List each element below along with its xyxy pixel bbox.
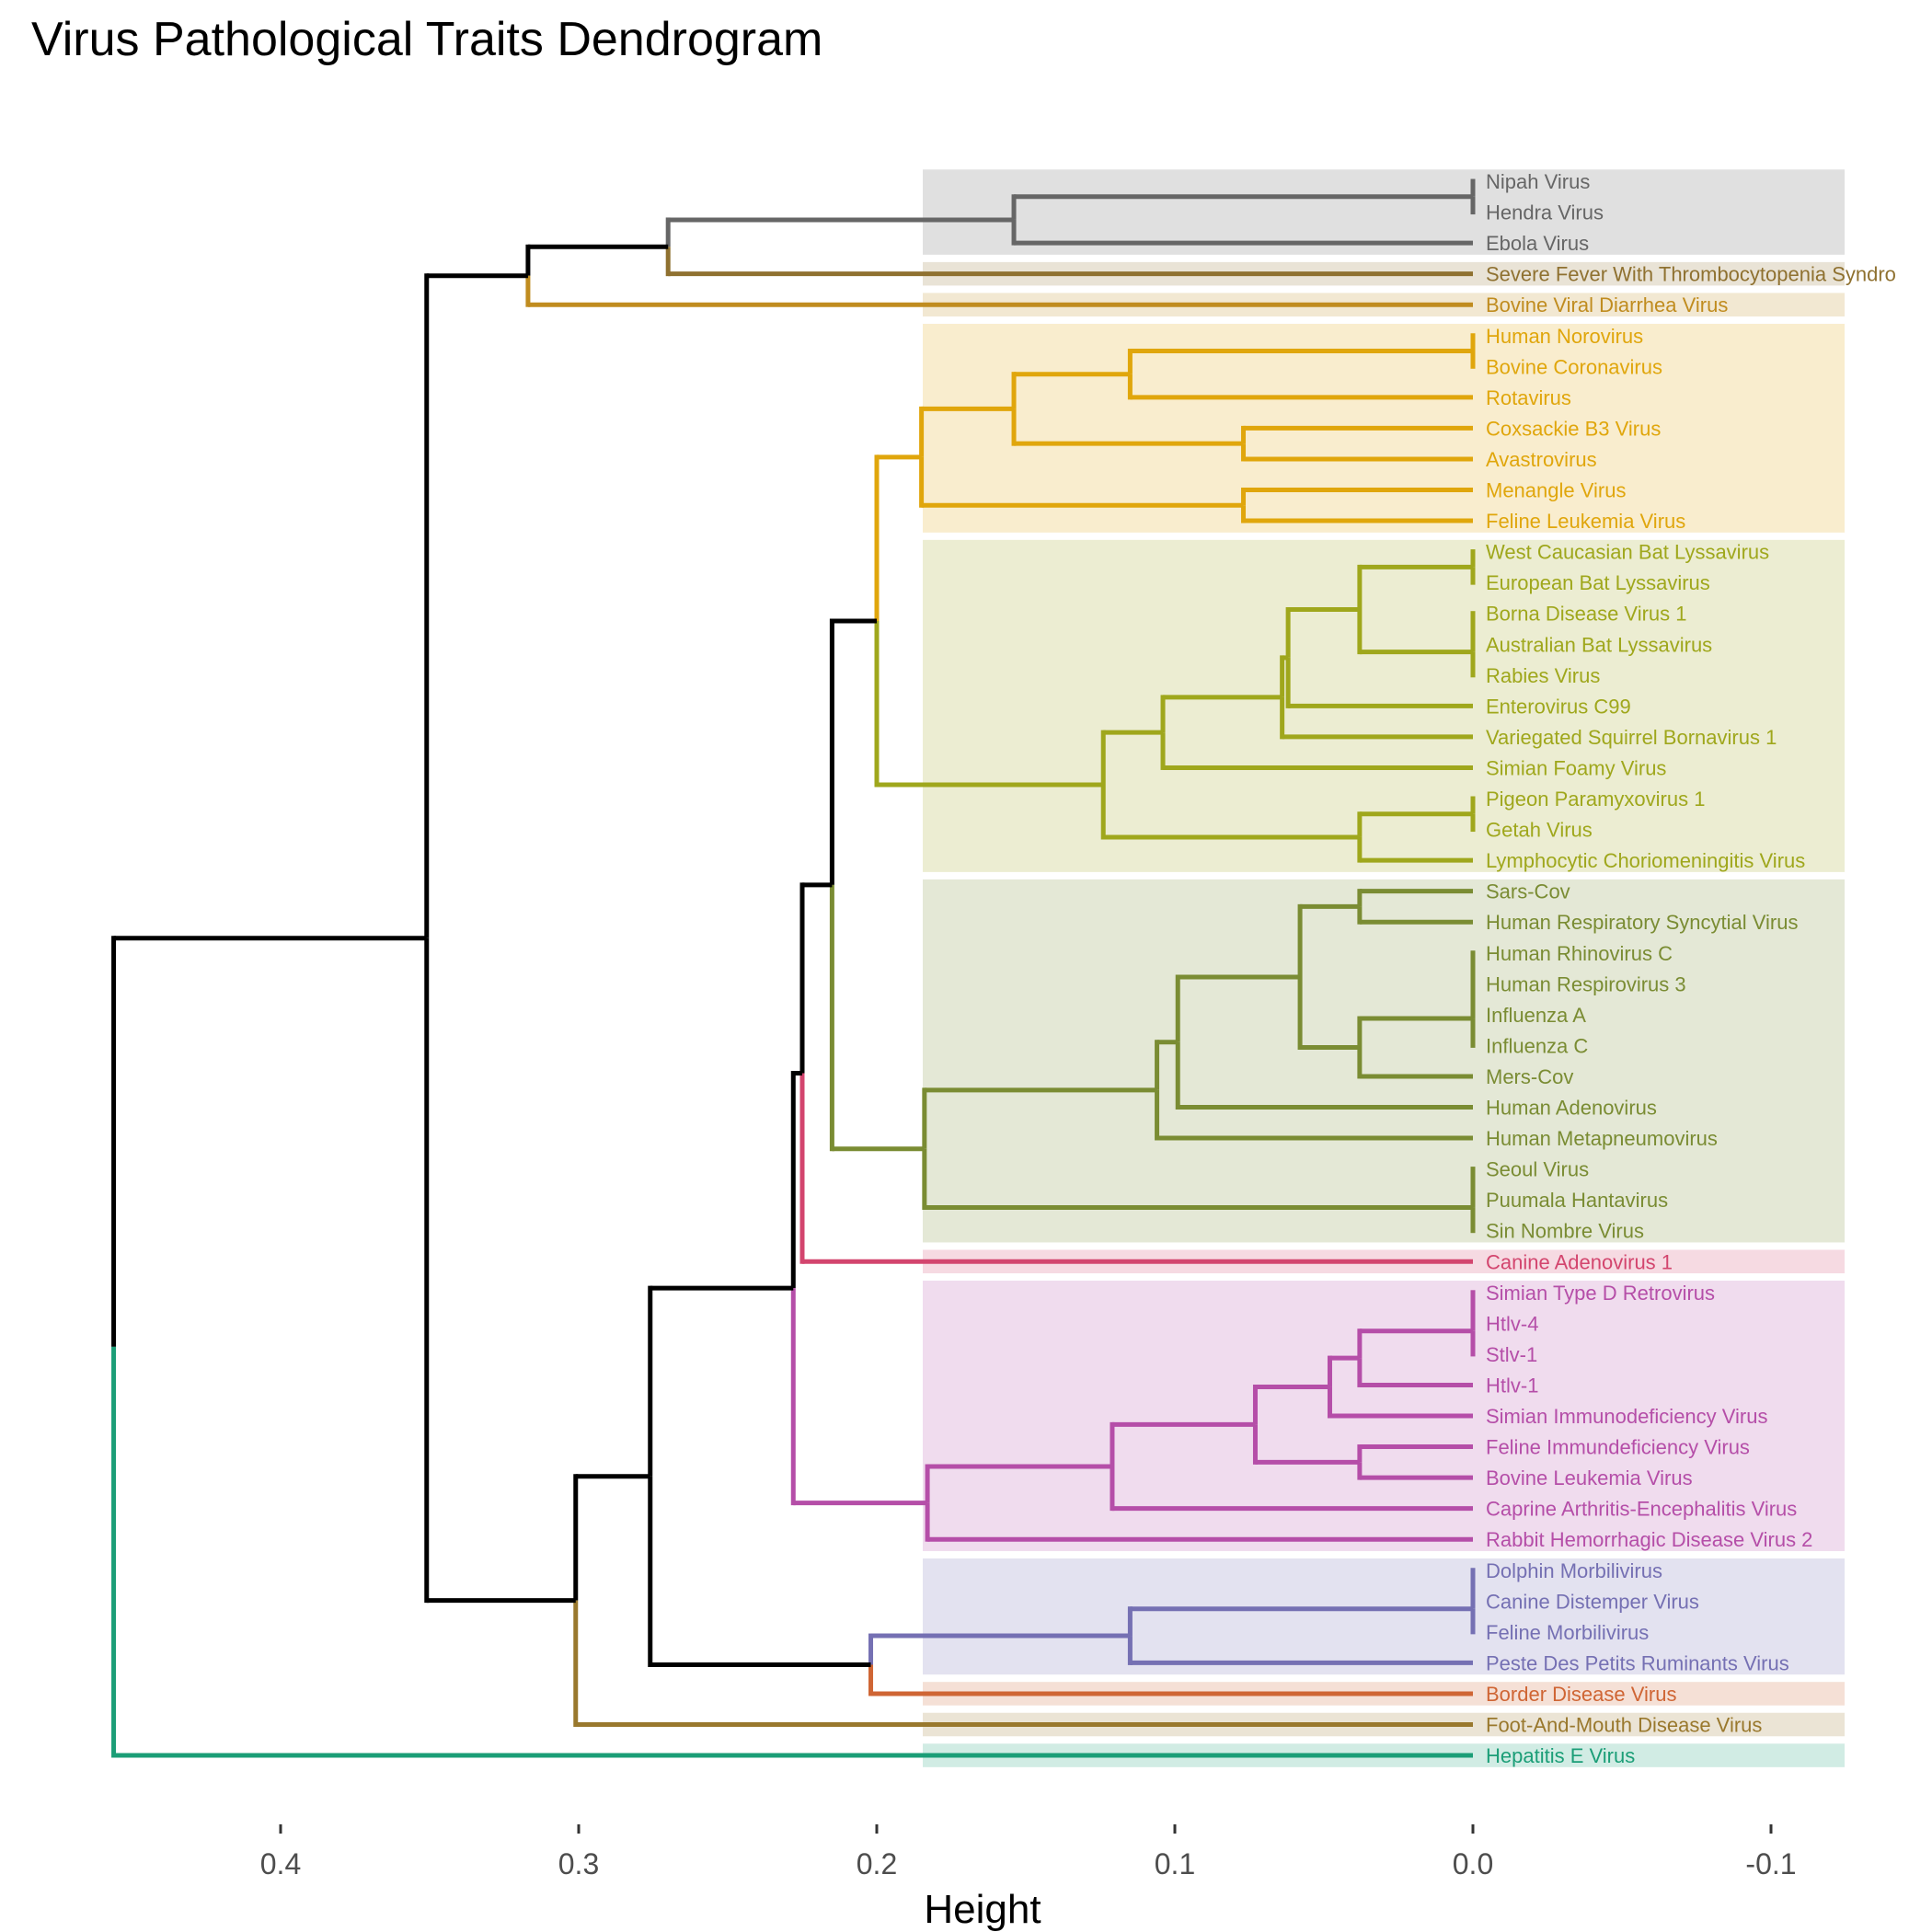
leaf-label: Rotavirus [1486,386,1571,409]
x-tick-label: 0.4 [260,1847,301,1880]
leaf-label: Bovine Viral Diarrhea Virus [1486,293,1728,316]
chart-title: Virus Pathological Traits Dendrogram [31,13,822,66]
leaf-label: Variegated Squirrel Bornavirus 1 [1486,726,1777,749]
leaf-label: Hepatitis E Virus [1486,1744,1635,1767]
dendrogram-branches [111,178,1476,1758]
leaf-label: Sin Nombre Virus [1486,1220,1644,1243]
leaf-label: Getah Virus [1486,819,1593,842]
leaf-label: Dolphin Morbilivirus [1486,1559,1662,1582]
leaf-label: Severe Fever With Thrombocytopenia Syndr… [1486,263,1896,286]
leaf-label: Human Respiratory Syncytial Virus [1486,911,1799,934]
leaf-label: Human Norovirus [1486,325,1643,348]
leaf-label: Human Rhinovirus C [1486,942,1673,965]
leaf-label: Human Metapneumovirus [1486,1127,1718,1150]
leaf-label: Canine Adenovirus 1 [1486,1250,1673,1273]
leaf-label: Seoul Virus [1486,1158,1589,1181]
leaf-label: Bovine Coronavirus [1486,355,1662,378]
leaf-label: Simian Foamy Virus [1486,756,1666,779]
leaf-label: Rabies Virus [1486,664,1600,687]
leaf-label: Avastrovirus [1486,448,1597,471]
leaf-label: Pigeon Paramyxovirus 1 [1486,788,1705,811]
x-tick-label: 0.2 [857,1847,897,1880]
leaf-label: Feline Morbilivirus [1486,1621,1649,1644]
leaf-label: Border Disease Virus [1486,1683,1676,1706]
leaf-label: Canine Distemper Virus [1486,1590,1699,1613]
leaf-label: Stlv-1 [1486,1343,1537,1366]
leaf-label: Foot-And-Mouth Disease Virus [1486,1714,1762,1737]
x-tick-label: 0.1 [1155,1847,1195,1880]
leaf-label: West Caucasian Bat Lyssavirus [1486,541,1769,564]
leaf-label: Human Adenovirus [1486,1097,1657,1120]
leaf-label: Peste Des Petits Ruminants Virus [1486,1651,1789,1674]
leaf-label: Htlv-4 [1486,1312,1538,1335]
leaf-label: Feline Leukemia Virus [1486,510,1685,533]
leaf-labels: Nipah Virus Hendra Virus Ebola Virus Severe… [1486,170,1896,1767]
leaf-label: Australian Bat Lyssavirus [1486,633,1712,656]
leaf-label: Bovine Leukemia Virus [1486,1466,1693,1489]
leaf-label: Simian Immunodeficiency Virus [1486,1405,1768,1428]
leaf-label: Nipah Virus [1486,170,1590,193]
leaf-label: Lymphocytic Choriomeningitis Virus [1486,849,1805,872]
leaf-label: Coxsackie B3 Virus [1486,417,1661,440]
cluster-band-8 [923,1558,1845,1675]
leaf-label: Enterovirus C99 [1486,695,1631,718]
x-tick-label: -0.1 [1745,1847,1796,1880]
leaf-label: Puumala Hantavirus [1486,1189,1668,1212]
leaf-label: Borna Disease Virus 1 [1486,603,1687,626]
leaf-label: Htlv-1 [1486,1374,1538,1397]
x-axis-title: Height [924,1887,1041,1932]
leaf-label: Simian Type D Retrovirus [1486,1282,1715,1305]
x-axis: 0.4 0.3 0.2 0.1 0.0 -0.1 [260,1824,1797,1880]
cluster-band-5 [923,879,1845,1243]
leaf-label: Caprine Arthritis-Encephalitis Virus [1486,1498,1797,1521]
leaf-label: Influenza A [1486,1004,1586,1027]
leaf-label: Menangle Virus [1486,479,1626,502]
leaf-label: European Bat Lyssavirus [1486,571,1710,594]
leaf-label: Mers-Cov [1486,1065,1573,1088]
cluster-band-0 [923,169,1845,255]
x-tick-label: 0.3 [558,1847,599,1880]
leaf-label: Rabbit Hemorrhagic Disease Virus 2 [1486,1528,1812,1551]
leaf-label: Ebola Virus [1486,232,1589,255]
x-tick-label: 0.0 [1453,1847,1493,1880]
leaf-label: Hendra Virus [1486,201,1604,224]
leaf-label: Feline Immundeficiency Virus [1486,1436,1750,1459]
leaf-label: Human Respirovirus 3 [1486,972,1686,995]
leaf-label: Sars-Cov [1486,880,1570,903]
leaf-label: Influenza C [1486,1034,1588,1057]
